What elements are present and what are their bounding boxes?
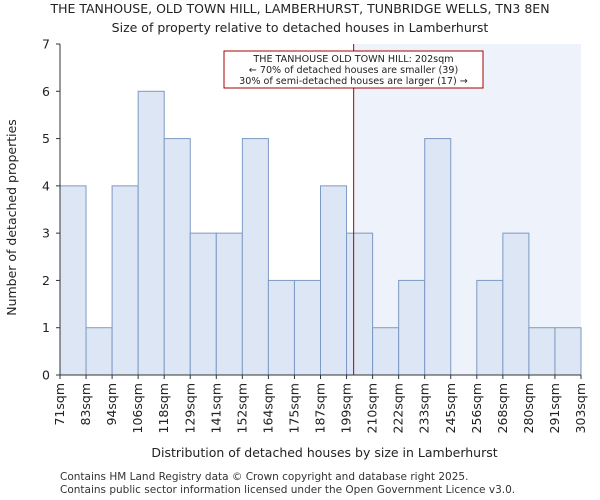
- x-tick-label: 175sqm: [286, 383, 301, 433]
- x-tick-label: 268sqm: [495, 383, 510, 433]
- chart-title: THE TANHOUSE, OLD TOWN HILL, LAMBERHURST…: [50, 1, 550, 16]
- bar-256sqm: [476, 279, 504, 376]
- y-tick-label: 4: [42, 178, 50, 193]
- bar-291sqm: [554, 327, 582, 376]
- bar-164sqm: [267, 279, 295, 376]
- bar-71sqm: [59, 185, 87, 376]
- bar-118sqm: [163, 138, 191, 376]
- x-tick-label: 164sqm: [260, 383, 275, 433]
- annotation-line-3: 30% of semi-detached houses are larger (…: [239, 76, 468, 87]
- x-tick-label: 94sqm: [104, 383, 119, 426]
- x-tick-label: 303sqm: [573, 383, 588, 433]
- bar-94sqm: [111, 185, 139, 376]
- x-tick-label: 210sqm: [365, 383, 380, 433]
- x-tick-label: 129sqm: [182, 383, 197, 433]
- y-tick-label: 0: [42, 368, 50, 383]
- x-tick-label: 83sqm: [78, 383, 93, 426]
- annotation-line-1: THE TANHOUSE OLD TOWN HILL: 202sqm: [252, 54, 453, 65]
- x-tick-label: 245sqm: [443, 383, 458, 433]
- x-tick-label: 222sqm: [391, 383, 406, 433]
- y-tick-label: 7: [42, 37, 50, 52]
- x-tick-label: 106sqm: [130, 383, 145, 433]
- x-tick-label: 233sqm: [417, 383, 432, 433]
- bar-187sqm: [320, 185, 348, 376]
- bar-280sqm: [528, 327, 556, 376]
- footer-licence: Contains public sector information licen…: [60, 484, 516, 496]
- annotation-box: [223, 50, 484, 89]
- x-tick-label: 291sqm: [547, 383, 562, 433]
- bar-233sqm: [424, 138, 452, 376]
- x-tick-label: 71sqm: [52, 383, 67, 426]
- x-tick-label: 118sqm: [156, 383, 171, 433]
- x-axis-title: Distribution of detached houses by size …: [151, 445, 497, 460]
- bar-83sqm: [85, 327, 113, 376]
- bar-129sqm: [189, 232, 217, 376]
- footer-copyright: Contains HM Land Registry data © Crown c…: [60, 471, 469, 483]
- x-tick-label: 141sqm: [208, 383, 223, 433]
- highlight-region: [353, 44, 581, 375]
- x-tick-label: 280sqm: [521, 383, 536, 433]
- x-tick-label: 187sqm: [313, 383, 328, 433]
- chart-subtitle: Size of property relative to detached ho…: [111, 20, 489, 35]
- bar-106sqm: [137, 90, 165, 376]
- annotation-line-2: ← 70% of detached houses are smaller (39…: [249, 65, 458, 76]
- y-tick-label: 2: [42, 273, 50, 288]
- bar-152sqm: [241, 138, 269, 376]
- y-tick-label: 3: [42, 226, 50, 241]
- bar-222sqm: [398, 279, 426, 376]
- bar-175sqm: [293, 279, 322, 376]
- y-tick-label: 5: [42, 131, 50, 146]
- y-tick-label: 1: [42, 320, 50, 335]
- bar-141sqm: [215, 232, 243, 376]
- y-tick-label: 6: [42, 84, 50, 99]
- bar-268sqm: [502, 232, 530, 376]
- x-tick-label: 256sqm: [469, 383, 484, 433]
- x-tick-label: 152sqm: [234, 383, 249, 433]
- bar-210sqm: [372, 327, 400, 376]
- x-tick-label: 199sqm: [339, 383, 354, 433]
- y-axis-title: Number of detached properties: [4, 119, 19, 316]
- bar-199sqm: [346, 232, 374, 376]
